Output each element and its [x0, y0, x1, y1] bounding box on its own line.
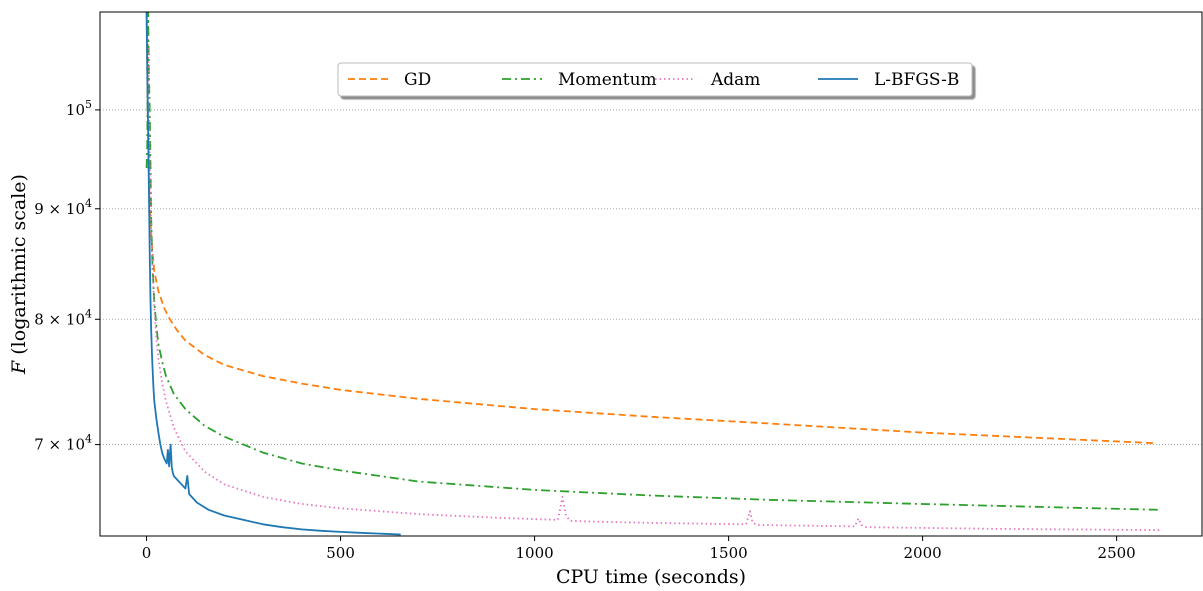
x-tick-label: 0	[142, 544, 152, 562]
y-tick-label: 9 × 104	[34, 197, 92, 218]
y-axis-label-variable: F	[8, 360, 30, 375]
legend-item-gd: GD	[348, 70, 431, 90]
series-lines	[145, 12, 1160, 536]
legend-label: Adam	[710, 70, 760, 90]
x-tick-label: 2500	[1098, 544, 1136, 562]
legend-item-momentum: Momentum	[502, 70, 657, 90]
legend-label: Momentum	[558, 70, 657, 90]
y-axis-label: F (logarithmic scale)	[8, 174, 30, 375]
legend-label: GD	[404, 70, 431, 90]
x-tick-label: 1500	[710, 544, 748, 562]
x-axis-label: CPU time (seconds)	[556, 566, 746, 588]
x-tick-label: 1000	[515, 544, 553, 562]
plot-frame	[99, 11, 1203, 537]
y-axis-ticks: 105 9 × 104 8 × 104 7 × 104	[34, 98, 100, 454]
x-tick-label: 2000	[904, 544, 942, 562]
legend-item-adam: Adam	[655, 70, 760, 90]
x-tick-label: 500	[326, 544, 355, 562]
series-line-gd	[145, 12, 1156, 445]
y-tick-label: 8 × 104	[34, 307, 92, 328]
x-axis-ticks: 0 500 1000 1500 2000 2500	[142, 536, 1136, 562]
legend-item-l-bfgs-b: L-BFGS-B	[818, 70, 959, 90]
gridlines	[100, 109, 1202, 445]
legend: GD Momentum Adam L-BFGS-B	[337, 62, 973, 97]
legend-items: GD Momentum Adam L-BFGS-B	[348, 70, 959, 90]
y-tick-label: 7 × 104	[34, 433, 92, 454]
y-tick-label: 105	[66, 98, 92, 119]
series-line-l-bfgs-b	[145, 12, 401, 536]
y-axis-label-unit: (logarithmic scale)	[8, 174, 30, 361]
legend-label: L-BFGS-B	[874, 70, 959, 90]
